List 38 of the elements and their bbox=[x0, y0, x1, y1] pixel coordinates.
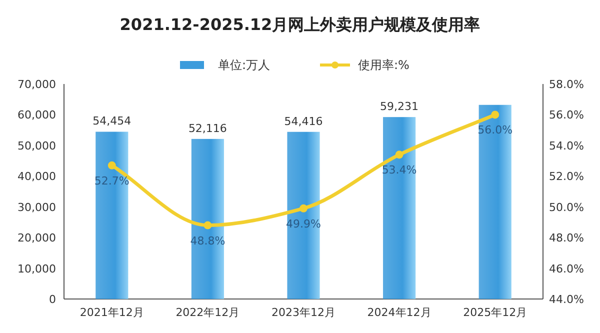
x-tick-label: 2021年12月 bbox=[80, 306, 144, 319]
bar bbox=[96, 132, 128, 299]
point bbox=[395, 150, 404, 159]
y-tick-label: 10,000 bbox=[18, 262, 56, 276]
x-tick-label: 2022年12月 bbox=[176, 306, 240, 319]
y-tick-label: 20,000 bbox=[18, 232, 56, 245]
y2-tick-label: 54.0% bbox=[549, 139, 584, 152]
legend-label: 单位:万人 bbox=[218, 58, 270, 72]
y2-tick-label: 56.0% bbox=[549, 108, 584, 122]
point bbox=[108, 161, 116, 170]
x-tick-label: 2024年12月 bbox=[367, 306, 432, 319]
x-tick-label: 2023年12月 bbox=[272, 306, 336, 319]
chart-title: 2021.12-2025.12月网上外卖用户规模及使用率 bbox=[120, 15, 480, 34]
y-tick-label: 60,000 bbox=[18, 108, 56, 122]
point bbox=[300, 204, 308, 212]
y2-tick-label: 58.0% bbox=[549, 78, 584, 91]
data-label: 59,231 bbox=[380, 100, 419, 114]
y-tick-label: 30,000 bbox=[18, 200, 56, 214]
data-label: 54,416 bbox=[284, 114, 323, 128]
x-tick-label: 2025年12月 bbox=[463, 306, 528, 319]
y2-tick-label: 48.0% bbox=[549, 232, 584, 245]
bar bbox=[383, 117, 416, 299]
point bbox=[491, 110, 500, 119]
data-label: 52,116 bbox=[188, 122, 227, 135]
bar bbox=[478, 104, 512, 299]
bar bbox=[287, 132, 320, 299]
data-label: 54,454 bbox=[92, 114, 132, 128]
y-tick-label: 70,000 bbox=[18, 78, 56, 91]
bar bbox=[191, 138, 224, 299]
legend-label: 使用率:% bbox=[358, 58, 410, 72]
y2-tick-label: 46.0% bbox=[549, 262, 584, 276]
y2-tick-label: 52.0% bbox=[549, 170, 584, 184]
y-tick-label: 40,000 bbox=[18, 170, 56, 184]
y2-tick-label: 44.0% bbox=[549, 293, 584, 306]
y-tick-label: 50,000 bbox=[18, 139, 56, 152]
y2-tick-label: 50.0% bbox=[549, 200, 584, 214]
point bbox=[204, 221, 212, 230]
y-tick-label: 0 bbox=[49, 293, 56, 306]
